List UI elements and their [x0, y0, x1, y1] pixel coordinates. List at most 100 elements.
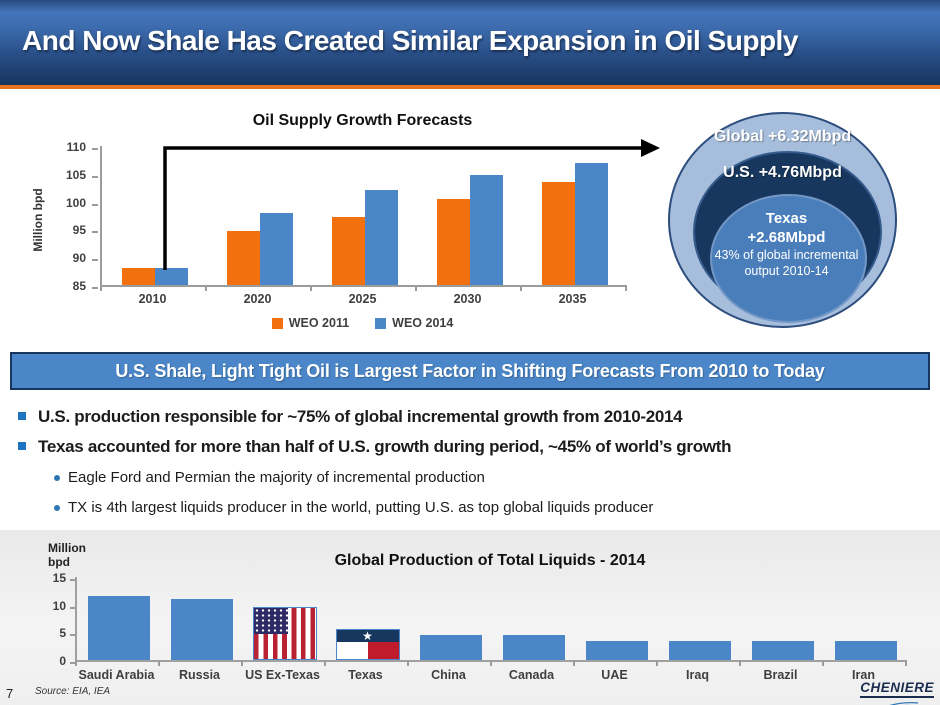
dot-bullet-icon: [54, 505, 60, 511]
y-tick-label: 5: [36, 626, 76, 640]
bar-slot-us-ex-texas: [243, 577, 326, 660]
x-tick-label: 2030: [453, 292, 482, 306]
cheniere-fan-icon: [889, 702, 919, 705]
incremental-output-circles: Global +6.32Mbpd U.S. +4.76Mbpd Texas +2…: [668, 112, 897, 328]
x-tick-mark: [100, 285, 102, 291]
banner-text: U.S. Shale, Light Tight Oil is Largest F…: [115, 360, 825, 381]
texas-label-value: +2.68Mbpd: [747, 229, 826, 246]
chart1-x-axis-ticks: [100, 285, 627, 293]
bar-weo-2011-2035: [541, 181, 575, 285]
bar-weo-2014-2035: [574, 162, 608, 285]
chart1-legend: WEO 2011 WEO 2014: [100, 316, 625, 330]
chart2-ylabel-line2: bpd: [48, 555, 70, 569]
bar-weo-2011-2010: [121, 268, 155, 285]
bar-group-2020: [207, 146, 312, 285]
bullet-item: U.S. production responsible for ~75% of …: [0, 406, 940, 428]
bar-brazil: [751, 641, 814, 660]
bar-slot-brazil: [741, 577, 824, 660]
bar-weo-2011-2020: [226, 231, 260, 285]
bar-china: [419, 634, 482, 660]
chart1-title: Oil Supply Growth Forecasts: [252, 112, 473, 129]
bar-weo-2014-2010: [154, 268, 188, 285]
bar-iran: [834, 641, 897, 660]
bar-slot-texas: ★: [326, 577, 409, 660]
texas-circle-label: Texas +2.68Mbpd 43% of global incrementa…: [710, 210, 863, 279]
chart1-plot-area: [100, 146, 627, 287]
texas-star-icon: ★: [362, 629, 373, 644]
x-tick-label: Russia: [179, 668, 220, 682]
bar-weo-2011-2025: [331, 217, 365, 285]
x-tick-label: Texas: [348, 668, 383, 682]
x-tick-label: Iraq: [686, 668, 709, 682]
x-tick-mark: [158, 660, 160, 666]
source-note: Source: EIA, IEA: [35, 686, 111, 697]
global-production-chart: Million bpd Global Production of Total L…: [0, 530, 940, 705]
bar-saudi-arabia: [87, 595, 150, 660]
x-tick-label: UAE: [601, 668, 628, 682]
slide-title: And Now Shale Has Created Similar Expans…: [22, 25, 798, 56]
bar-slot-saudi-arabia: [77, 577, 160, 660]
legend-item-weo-2011: WEO 2011: [271, 316, 350, 330]
chart2-y-axis: 0 5 10 15: [30, 571, 76, 668]
texas-label-title: Texas: [765, 210, 808, 227]
x-tick-mark: [490, 660, 492, 666]
bar-slot-russia: [160, 577, 243, 660]
legend-swatch-orange: [271, 317, 283, 329]
bar-canada: [502, 635, 565, 660]
legend-swatch-blue: [375, 317, 387, 329]
bullet-item: Texas accounted for more than half of U.…: [0, 436, 940, 458]
chart2-ylabel-line1: Million: [48, 541, 86, 555]
y-tick-label: 15: [36, 571, 76, 585]
x-tick-label: 2020: [243, 292, 272, 306]
bullet-list: U.S. production responsible for ~75% of …: [0, 398, 940, 518]
us-flag-canton: [253, 607, 288, 635]
y-tick-label: 85: [46, 279, 98, 293]
chart2-x-axis-ticks: [75, 660, 907, 668]
x-tick-label: 2035: [558, 292, 587, 306]
x-tick-mark: [656, 660, 658, 666]
cheniere-logo-text: CHENIERE: [860, 680, 934, 698]
x-tick-mark: [75, 660, 77, 666]
oil-supply-forecast-chart: Oil Supply Growth Forecasts Million bpd …: [0, 108, 665, 343]
legend-label: WEO 2014: [392, 316, 454, 330]
page-number: 7: [6, 686, 14, 701]
y-tick-label: 110: [46, 140, 98, 154]
y-tick-label: 95: [46, 223, 98, 237]
x-tick-label: 2025: [348, 292, 377, 306]
x-tick-label: US Ex-Texas: [245, 668, 320, 682]
bar-texas: ★: [335, 629, 400, 660]
bar-weo-2014-2020: [259, 212, 293, 285]
bullet-text: Texas accounted for more than half of U.…: [38, 437, 732, 456]
key-message-banner: U.S. Shale, Light Tight Oil is Largest F…: [10, 352, 930, 390]
x-tick-label: Canada: [508, 668, 555, 682]
legend-item-weo-2014: WEO 2014: [375, 316, 453, 330]
cheniere-logo: CHENIERE: [860, 680, 934, 705]
x-tick-mark: [573, 660, 575, 666]
bullet-text: Eagle Ford and Permian the majority of i…: [68, 469, 485, 486]
square-bullet-icon: [18, 442, 26, 450]
x-tick-mark: [905, 660, 907, 666]
x-tick-label: China: [431, 668, 466, 682]
bar-uae: [585, 640, 648, 660]
texas-label-note: 43% of global incremental output 2010-14: [714, 248, 859, 278]
chart2-title: Global Production of Total Liquids - 201…: [334, 552, 646, 569]
chart1-y-axis: 85 90 95 100 105 110: [0, 140, 98, 293]
bar-iraq: [668, 640, 731, 660]
legend-label: WEO 2011: [288, 316, 350, 330]
x-tick-label: Brazil: [763, 668, 798, 682]
sub-bullet-item: Eagle Ford and Permian the majority of i…: [0, 468, 940, 488]
bar-russia: [170, 599, 233, 660]
bar-slot-iran: [824, 577, 907, 660]
texas-flag-band: ★: [336, 629, 399, 644]
bar-group-2030: [417, 146, 522, 285]
y-tick-label: 100: [46, 196, 98, 210]
bar-group-2035: [522, 146, 627, 285]
x-tick-mark: [415, 285, 417, 291]
bar-slot-uae: [575, 577, 658, 660]
y-tick-label: 0: [36, 654, 76, 668]
bar-slot-iraq: [658, 577, 741, 660]
chart1-x-axis: 2010 2020 2025 2030 2035: [100, 292, 625, 306]
chart2-x-axis: Saudi Arabia Russia US Ex-Texas Texas China C…: [75, 668, 905, 682]
x-tick-mark: [625, 285, 627, 291]
